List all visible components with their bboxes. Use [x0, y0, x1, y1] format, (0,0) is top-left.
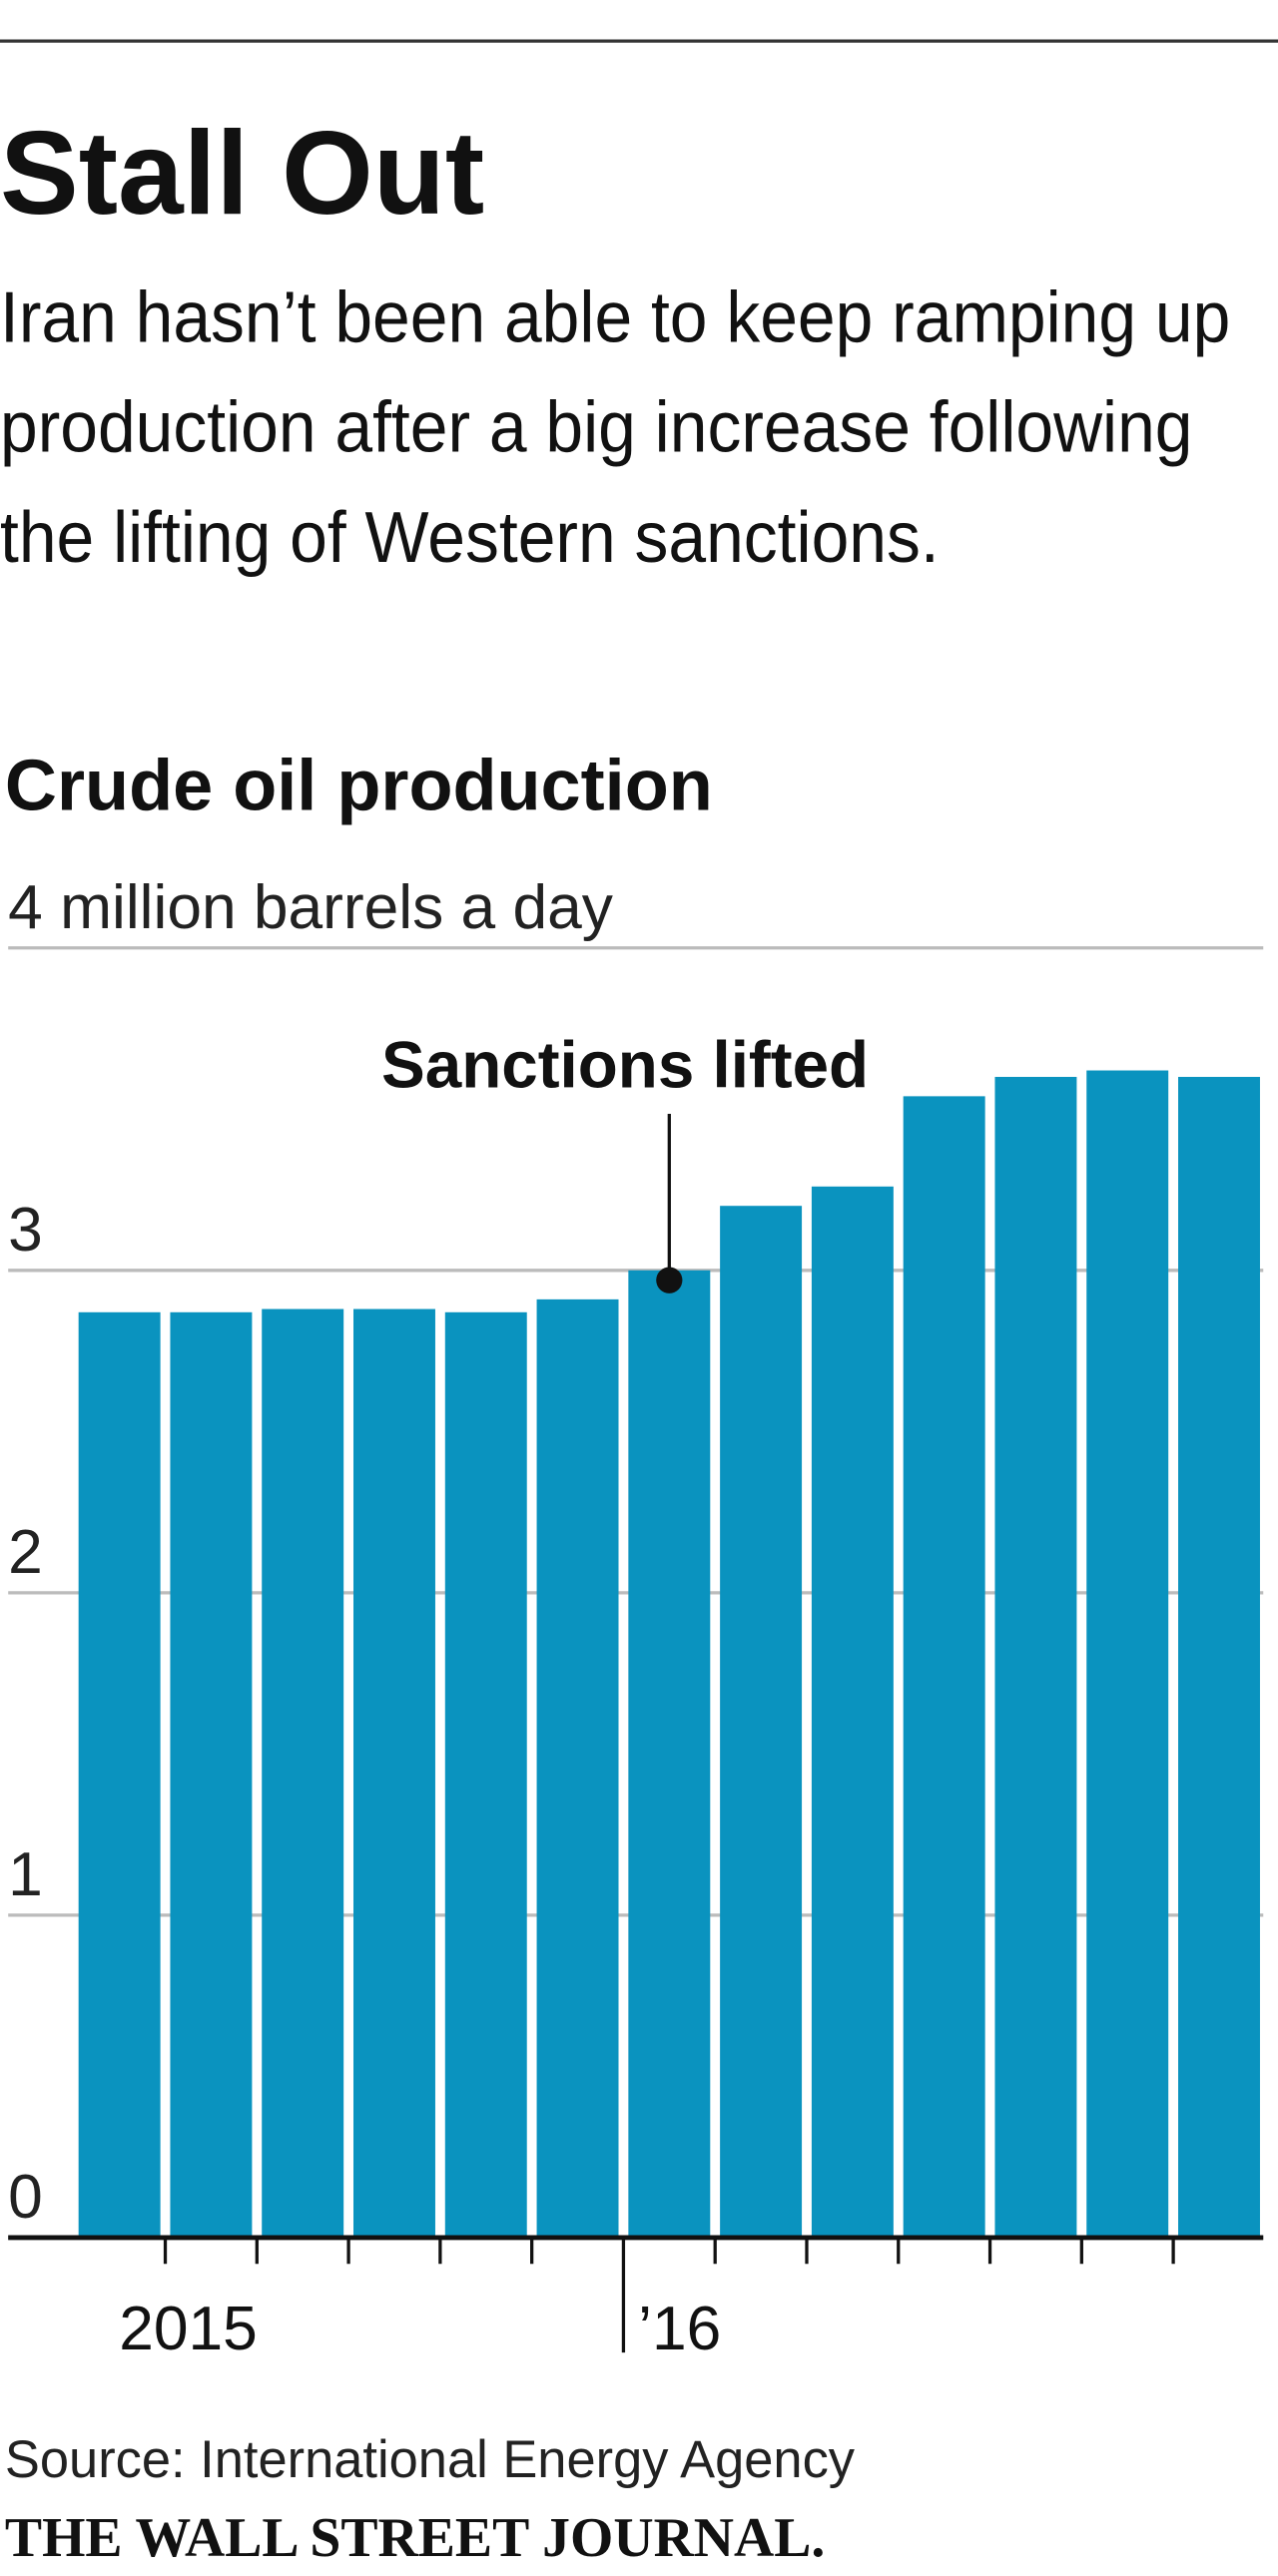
subtitle-box: Iran hasn’t been able to keep ramping up…	[0, 277, 1231, 579]
chart-subtitle: Crude oil production	[5, 746, 713, 825]
bar	[536, 1298, 619, 2238]
y-tick-label: 2	[8, 1518, 43, 1587]
y-tick-label: 3	[8, 1196, 43, 1265]
bar	[628, 1270, 711, 2238]
bar	[720, 1206, 803, 2238]
annotation-text: Sanctions lifted	[381, 1029, 869, 1102]
bar	[1178, 1076, 1260, 2238]
x-tick-label: 2015	[119, 2295, 258, 2363]
source: Source: International Energy Agency	[5, 2430, 856, 2489]
bar	[262, 1308, 344, 2238]
bar	[78, 1311, 161, 2238]
bar	[444, 1311, 527, 2238]
credit: THE WALL STREET JOURNAL.	[5, 2507, 825, 2569]
bar	[353, 1308, 435, 2238]
y-tick-label: 0	[8, 2163, 43, 2232]
bar	[903, 1096, 985, 2238]
bar	[170, 1311, 253, 2238]
chart-title: Stall Out	[0, 108, 484, 240]
y-tick-label: 4 million barrels a day	[8, 873, 613, 942]
y-tick-label: 1	[8, 1840, 43, 1909]
bar	[811, 1186, 894, 2238]
bar	[994, 1076, 1077, 2238]
annotation-dot	[656, 1267, 683, 1293]
x-tick-label: ’16	[638, 2295, 721, 2363]
subtitle: Iran hasn’t been able to keep ramping up…	[0, 277, 1231, 579]
bar	[1086, 1070, 1169, 2238]
